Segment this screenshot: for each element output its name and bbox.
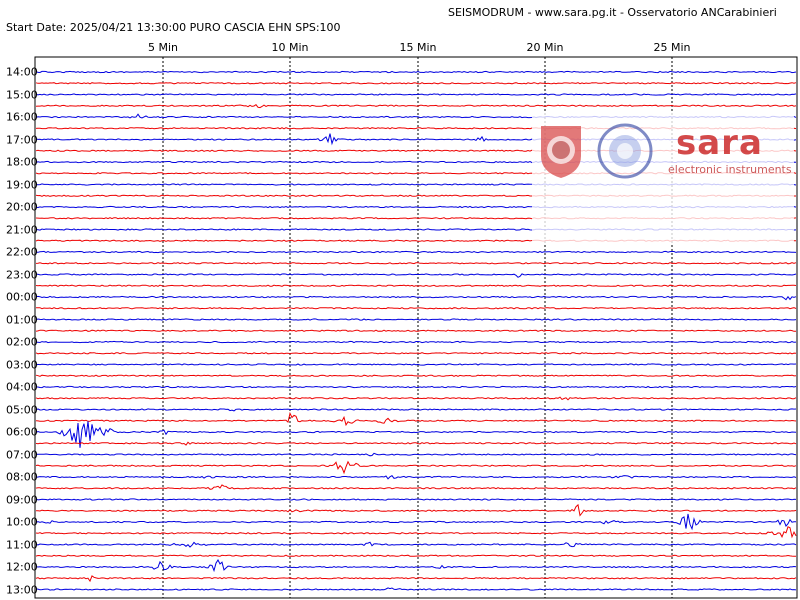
- time-label: 01:00: [6, 313, 38, 326]
- time-label: 18:00: [6, 155, 38, 169]
- time-label: 17:00: [6, 133, 38, 146]
- site-info: SEISMODRUM - www.sara.pg.it - Osservator…: [448, 6, 777, 19]
- time-label: 02:00: [6, 335, 38, 349]
- seismic-trace: [35, 541, 797, 548]
- watermark-logo: [532, 112, 794, 244]
- seismic-network-seal-icon: [597, 123, 653, 179]
- time-label: 16:00: [6, 110, 38, 124]
- seismic-trace: [35, 575, 797, 583]
- seismic-trace: [35, 421, 797, 448]
- time-label: 00:00: [6, 290, 38, 304]
- seismic-trace: [35, 554, 797, 557]
- seismic-trace: [35, 284, 797, 287]
- seismic-trace: [35, 363, 797, 366]
- time-label: 04:00: [6, 380, 38, 394]
- seismic-trace: [35, 513, 797, 531]
- seismic-trace: [35, 503, 797, 517]
- seismic-trace: [35, 70, 797, 74]
- seismic-trace: [35, 460, 797, 475]
- time-label: 08:00: [6, 470, 38, 484]
- time-label: 22:00: [6, 245, 38, 259]
- seismic-trace: [36, 250, 797, 254]
- seismic-trace: [35, 374, 797, 377]
- seismic-trace: [35, 498, 797, 501]
- carabinieri-seal-icon: [541, 126, 581, 178]
- minute-label-25: 25 Min: [653, 41, 691, 54]
- time-label: 07:00: [6, 448, 38, 461]
- minute-label-15: 15 Min: [399, 41, 437, 54]
- time-label: 13:00: [6, 583, 38, 596]
- seismic-trace: [35, 484, 797, 490]
- seismic-trace: [35, 587, 797, 591]
- time-label: 19:00: [6, 178, 38, 191]
- minute-label-5: 5 Min: [147, 41, 179, 54]
- seismic-trace: [36, 273, 797, 278]
- time-label: 23:00: [6, 268, 38, 281]
- time-label: 14:00: [6, 65, 38, 79]
- seismic-trace: [35, 340, 797, 344]
- seismic-trace: [35, 104, 797, 109]
- time-label: 11:00: [6, 538, 38, 551]
- time-label: 09:00: [6, 493, 38, 506]
- seismic-trace: [35, 93, 797, 96]
- seismic-trace: [35, 352, 797, 355]
- time-label: 15:00: [6, 88, 38, 101]
- seismic-trace: [35, 441, 797, 446]
- seismic-trace: [35, 262, 797, 265]
- time-label: 03:00: [6, 358, 38, 371]
- seismic-trace: [35, 295, 797, 301]
- seismic-trace: [36, 385, 797, 389]
- time-label: 21:00: [6, 223, 38, 236]
- seismic-trace: [35, 82, 797, 85]
- seismic-trace: [35, 408, 797, 412]
- time-label: 12:00: [6, 560, 38, 574]
- time-label: 20:00: [6, 200, 38, 214]
- seismic-trace: [35, 411, 797, 427]
- seismic-trace: [35, 558, 797, 573]
- seismic-trace: [35, 475, 797, 480]
- sara-tagline: electronic instruments: [668, 163, 792, 176]
- time-label: 06:00: [6, 425, 38, 439]
- seismic-trace: [35, 318, 797, 321]
- minute-label-10: 10 Min: [271, 41, 309, 54]
- start-info: Start Date: 2025/04/21 13:30:00 PURO CAS…: [6, 21, 341, 34]
- time-label: 05:00: [6, 403, 38, 416]
- seismic-trace: [35, 452, 797, 457]
- minute-label-20: 20 Min: [526, 41, 564, 54]
- seismic-trace: [35, 396, 797, 401]
- sara-logo-text: sara: [676, 123, 763, 163]
- time-label: 10:00: [6, 515, 38, 529]
- seismic-trace: [35, 329, 797, 332]
- plot-frame: [34, 56, 798, 599]
- seismic-trace: [35, 307, 797, 310]
- seismic-trace: [35, 526, 797, 539]
